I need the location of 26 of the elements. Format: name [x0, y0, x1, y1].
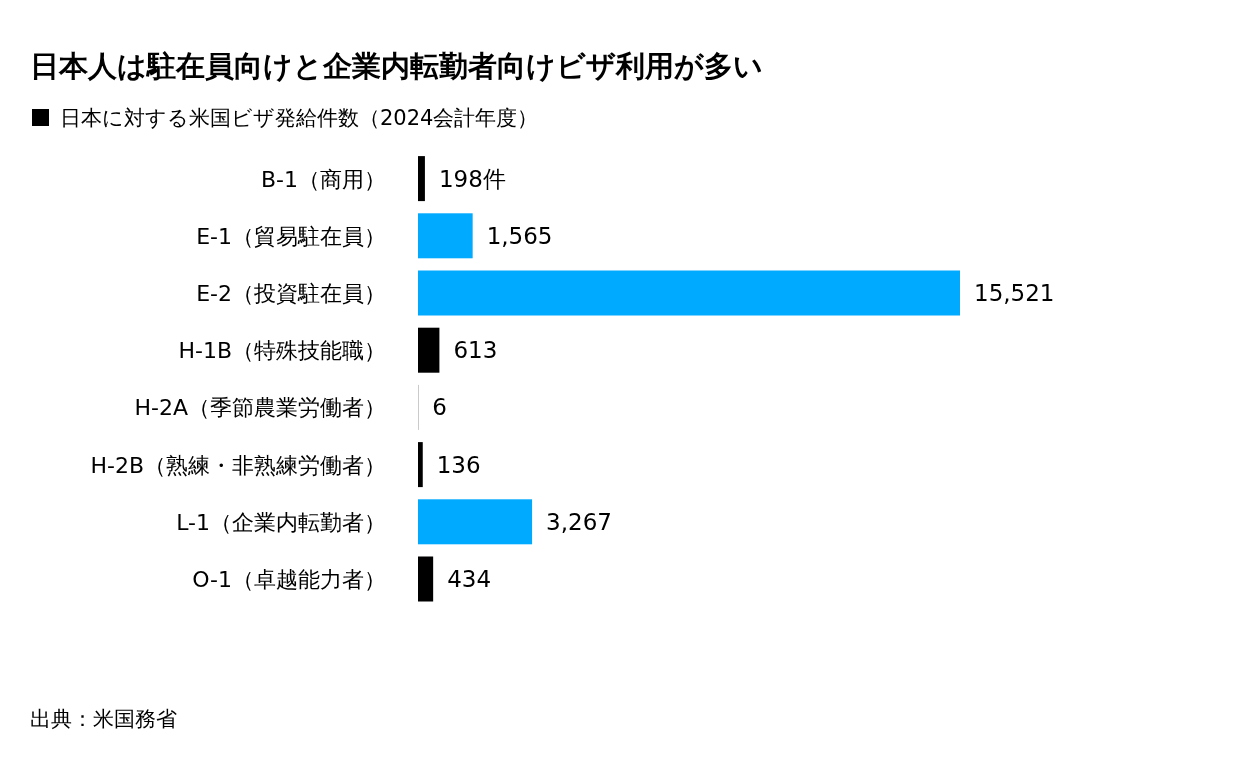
bar — [418, 556, 434, 602]
data-label: 3,267 — [546, 508, 612, 535]
y-tick-label: H-1B（特殊技能職） — [178, 338, 386, 364]
y-tick-label: L-1（企業内転勤者） — [176, 509, 386, 535]
legend-label: 日本に対する米国ビザ発給件数（2024会計年度） — [60, 106, 539, 130]
data-label: 198件 — [438, 165, 506, 192]
bar — [418, 156, 425, 202]
y-tick-label: H-2A（季節農業労働者） — [134, 395, 386, 421]
data-label: 6 — [432, 394, 447, 421]
bar — [418, 327, 440, 373]
data-label: 136 — [436, 451, 481, 478]
data-label: 1,565 — [486, 222, 553, 249]
y-tick-label: H-2B（熟練・非熟練労働者） — [90, 452, 386, 478]
data-label: 613 — [453, 337, 498, 364]
bar — [418, 213, 473, 259]
data-label: 434 — [447, 566, 492, 592]
chart-title: 日本人は駐在員向けと企業内転勤者向けビザ利用が多い — [30, 49, 763, 83]
source-note: 出典：米国務省 — [30, 707, 177, 731]
y-tick-label: E-1（貿易駐在員） — [196, 223, 386, 249]
data-label: 15,521 — [974, 280, 1055, 306]
y-tick-label: B-1（商用） — [260, 166, 386, 192]
bar — [418, 442, 423, 488]
bar — [418, 270, 960, 316]
y-tick-label: O-1（卓越能力者） — [192, 567, 386, 592]
y-tick-label: E-2（投資駐在員） — [196, 281, 386, 306]
bar — [418, 499, 533, 545]
